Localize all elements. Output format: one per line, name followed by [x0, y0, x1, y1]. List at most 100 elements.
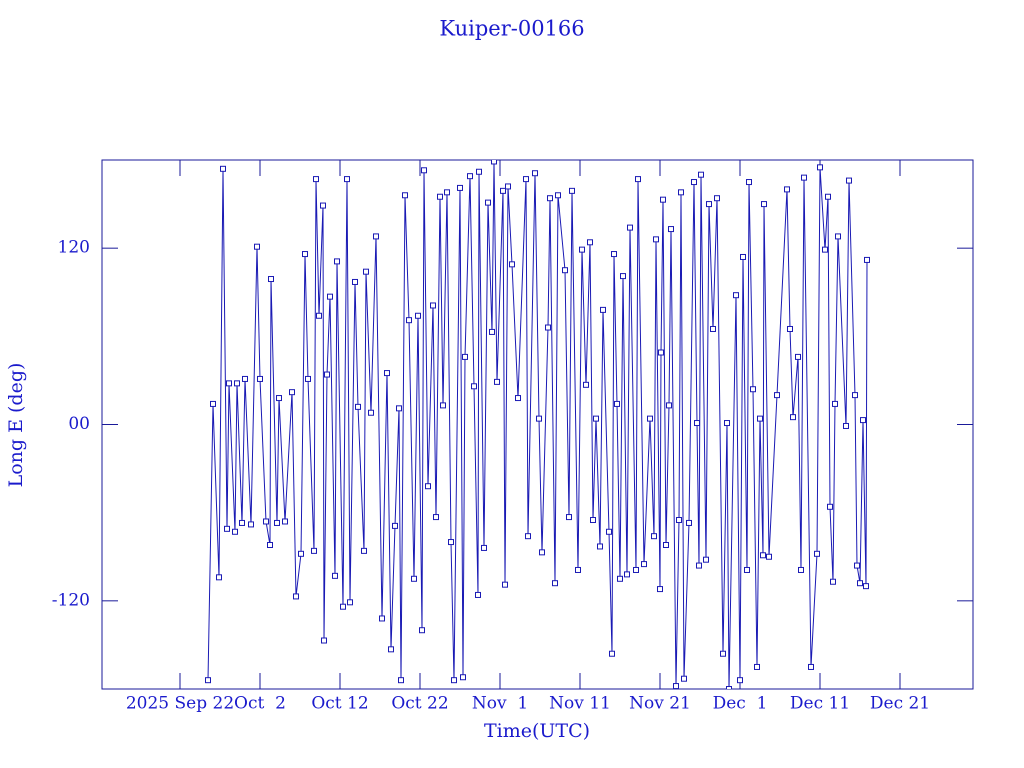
data-point [448, 539, 454, 546]
data-point [433, 514, 439, 521]
data-point [476, 168, 482, 175]
data-point [494, 378, 500, 385]
data-point [666, 402, 672, 409]
data-point [489, 328, 495, 335]
data-point [651, 533, 657, 540]
data-point [694, 420, 700, 427]
plot-frame [101, 159, 974, 690]
data-point [267, 541, 273, 548]
data-point [392, 522, 398, 529]
data-point [302, 251, 308, 258]
data-point [852, 392, 858, 399]
data-point [282, 518, 288, 525]
data-point [451, 677, 457, 684]
data-point [437, 193, 443, 200]
data-point [657, 586, 663, 593]
y-tick-label: -120 [52, 590, 90, 610]
data-line [207, 161, 868, 689]
data-point [668, 226, 674, 233]
data-point [673, 683, 679, 689]
data-point [835, 233, 841, 240]
data-point [686, 519, 692, 526]
data-point [761, 201, 767, 208]
data-point [617, 575, 623, 582]
data-point [320, 202, 326, 209]
data-point [379, 615, 385, 622]
data-point [344, 176, 350, 183]
data-point [505, 183, 511, 190]
data-point [363, 268, 369, 275]
data-point [406, 317, 412, 324]
data-point [485, 199, 491, 206]
data-point [430, 302, 436, 309]
data-point [647, 415, 653, 422]
data-point [609, 650, 615, 657]
data-point [388, 646, 394, 653]
x-tick-label: 2025 Sep 22 [126, 694, 234, 714]
x-tick-label: Oct 22 [391, 694, 448, 714]
data-point [746, 179, 752, 186]
data-point [289, 389, 295, 396]
data-point [566, 514, 572, 521]
data-point [523, 176, 529, 183]
data-point [653, 236, 659, 243]
data-point [698, 171, 704, 178]
data-point [733, 292, 739, 299]
data-point [787, 325, 793, 332]
data-point [210, 400, 216, 407]
y-tick-label: 120 [58, 238, 90, 258]
data-point [575, 566, 581, 573]
x-tick-label: Nov 1 [472, 694, 528, 714]
data-point [676, 517, 682, 524]
data-point [801, 174, 807, 181]
data-point [681, 675, 687, 682]
data-point [720, 650, 726, 657]
data-point [857, 580, 863, 587]
data-point [547, 195, 553, 202]
data-point [750, 386, 756, 393]
data-point [313, 176, 319, 183]
data-point [205, 677, 211, 684]
data-point [760, 552, 766, 559]
data-point [790, 414, 796, 421]
data-point [846, 177, 852, 184]
data-point [696, 562, 702, 569]
data-point [757, 415, 763, 422]
data-point [562, 267, 568, 274]
data-point [239, 519, 245, 526]
data-point [411, 575, 417, 582]
data-point [724, 420, 730, 427]
data-point [444, 189, 450, 196]
data-point [321, 637, 327, 644]
data-point [569, 187, 575, 194]
data-point [481, 544, 487, 551]
data-point [425, 483, 431, 490]
data-point [355, 403, 361, 410]
data-point [627, 224, 633, 231]
data-point [854, 562, 860, 569]
data-point [633, 566, 639, 573]
data-point [814, 550, 820, 557]
x-tick-label: Dec 21 [870, 694, 930, 714]
data-point [555, 192, 561, 199]
data-point [316, 312, 322, 319]
data-point [552, 580, 558, 587]
data-point [224, 525, 230, 532]
data-point [784, 186, 790, 193]
data-point [795, 353, 801, 360]
data-point [614, 400, 620, 407]
data-point [232, 528, 238, 535]
data-point [457, 184, 463, 191]
data-point [491, 160, 497, 165]
data-point [583, 381, 589, 388]
data-point [332, 572, 338, 579]
data-point [248, 521, 254, 528]
data-point [663, 541, 669, 548]
data-point [460, 674, 466, 681]
data-point [396, 405, 402, 412]
data-point [234, 380, 240, 387]
data-point [706, 201, 712, 208]
data-point [311, 547, 317, 554]
data-point [263, 518, 269, 525]
data-point [347, 599, 353, 606]
